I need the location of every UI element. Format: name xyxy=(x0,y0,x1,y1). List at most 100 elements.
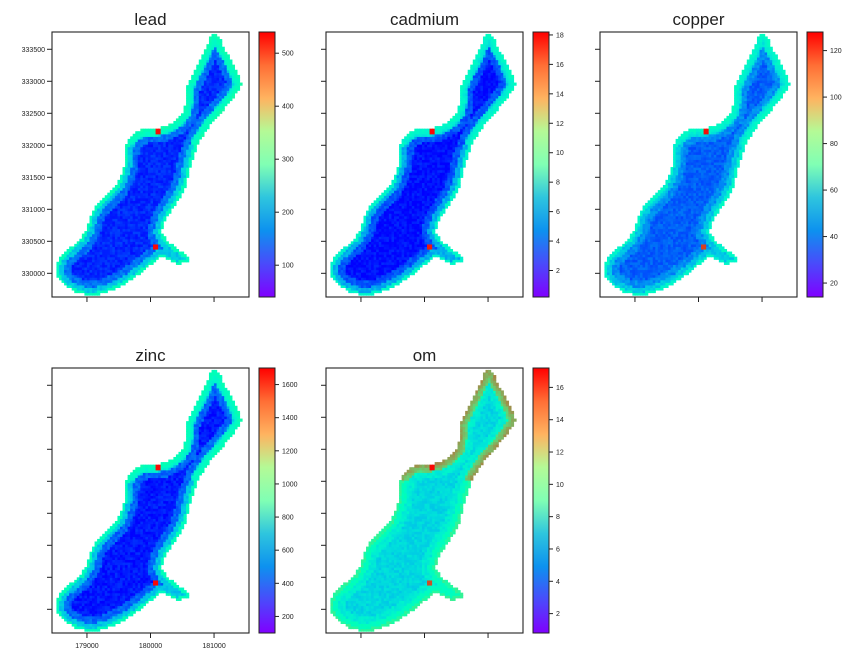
heatmap-cell xyxy=(449,256,454,260)
heatmap-cell xyxy=(66,274,70,278)
heatmap-cell xyxy=(414,172,418,176)
heatmap-cell xyxy=(404,161,408,166)
heatmap-cell xyxy=(416,254,421,258)
heatmap-cell xyxy=(449,156,454,160)
heatmap-cell xyxy=(94,241,98,245)
heatmap-cell xyxy=(332,259,337,263)
heatmap-cell xyxy=(467,100,471,104)
heatmap-cell xyxy=(457,105,461,109)
heatmap-cell xyxy=(409,195,413,199)
heatmap-cell xyxy=(84,292,88,296)
heatmap-cell xyxy=(97,274,101,278)
heatmap-cell xyxy=(145,179,149,184)
heatmap-cell xyxy=(147,138,152,143)
heatmap-cell xyxy=(338,261,342,265)
heatmap-cell xyxy=(168,172,172,176)
heatmap-cell xyxy=(140,156,144,160)
heatmap-cell xyxy=(203,110,208,114)
heatmap-cell xyxy=(335,272,339,276)
heatmap-cell xyxy=(137,241,141,245)
heatmap-cell xyxy=(188,95,192,99)
heatmap-cell xyxy=(406,261,410,265)
heatmap-cell xyxy=(130,225,134,230)
heatmap-cell xyxy=(373,210,377,214)
heatmap-cell xyxy=(371,238,375,242)
heatmap-cell xyxy=(482,113,487,117)
heatmap-cell xyxy=(421,200,426,204)
heatmap-cell xyxy=(135,154,139,158)
heatmap-cell xyxy=(449,146,454,150)
heatmap-cell xyxy=(455,251,459,255)
heatmap-cell xyxy=(439,154,443,158)
heatmap-cell xyxy=(181,141,185,145)
heatmap-cell xyxy=(208,44,213,48)
heatmap-cell xyxy=(104,215,108,219)
heatmap-cell xyxy=(500,74,504,79)
heatmap-cell xyxy=(208,85,213,89)
heatmap-cell xyxy=(125,254,129,258)
heatmap-cell xyxy=(414,225,418,230)
heatmap-cell xyxy=(117,236,121,240)
heatmap-cell xyxy=(414,190,418,194)
heatmap-cell xyxy=(396,282,400,286)
heatmap-cell xyxy=(173,256,177,260)
heatmap-cell xyxy=(145,243,149,248)
heatmap-cell xyxy=(421,141,426,145)
heatmap-cell xyxy=(411,269,415,273)
heatmap-cell xyxy=(109,272,113,276)
heatmap-cell xyxy=(183,259,187,263)
heatmap-cell xyxy=(411,220,415,224)
heatmap-cell xyxy=(467,123,471,127)
heatmap-cell xyxy=(394,243,398,248)
heatmap-cell xyxy=(414,256,418,260)
heatmap-cell xyxy=(183,120,187,125)
heatmap-cell xyxy=(485,105,489,109)
heatmap-cell xyxy=(186,108,190,112)
heatmap-cell xyxy=(130,264,134,268)
heatmap-cell xyxy=(198,80,202,84)
heatmap-cell xyxy=(427,169,431,173)
heatmap-cell xyxy=(376,218,380,222)
heatmap-cell xyxy=(130,231,134,235)
heatmap-cell xyxy=(145,264,149,268)
heatmap-cell xyxy=(86,228,91,232)
heatmap-cell xyxy=(404,144,408,148)
heatmap-cell xyxy=(135,231,139,235)
heatmap-cell xyxy=(429,167,433,171)
heatmap-cell xyxy=(470,108,474,112)
heatmap-cell xyxy=(109,231,113,235)
heatmap-cell xyxy=(132,256,136,260)
heatmap-cell xyxy=(231,64,235,68)
heatmap-cell xyxy=(140,151,144,155)
heatmap-cell xyxy=(211,56,215,61)
heatmap-cell xyxy=(330,266,334,271)
heatmap-cell xyxy=(411,131,415,135)
heatmap-cell xyxy=(394,223,398,227)
heatmap-cell xyxy=(203,72,208,76)
heatmap-cell xyxy=(424,210,428,214)
heatmap-cell xyxy=(81,238,86,242)
heatmap-cell xyxy=(181,177,185,181)
heatmap-cell xyxy=(81,246,86,250)
heatmap-cell xyxy=(69,248,73,253)
heatmap-cell xyxy=(388,220,393,224)
heatmap-cell xyxy=(434,187,438,191)
heatmap-cell xyxy=(447,195,451,199)
heatmap-cell xyxy=(132,187,136,191)
heatmap-cell xyxy=(427,220,431,224)
heatmap-cell xyxy=(470,90,474,94)
heatmap-cell xyxy=(399,223,403,227)
heatmap-cell xyxy=(117,266,121,271)
heatmap-cell xyxy=(196,97,200,102)
heatmap-cell xyxy=(465,105,469,109)
heatmap-cell xyxy=(406,169,410,173)
heatmap-cell xyxy=(196,110,200,114)
heatmap-cell xyxy=(226,64,230,68)
heatmap-cell xyxy=(442,205,446,209)
heatmap-cell xyxy=(147,243,152,248)
heatmap-cell xyxy=(150,131,154,135)
heatmap-cell xyxy=(376,213,380,217)
heatmap-cell xyxy=(429,228,433,232)
heatmap-cell xyxy=(399,197,403,201)
heatmap-cell xyxy=(89,241,93,245)
